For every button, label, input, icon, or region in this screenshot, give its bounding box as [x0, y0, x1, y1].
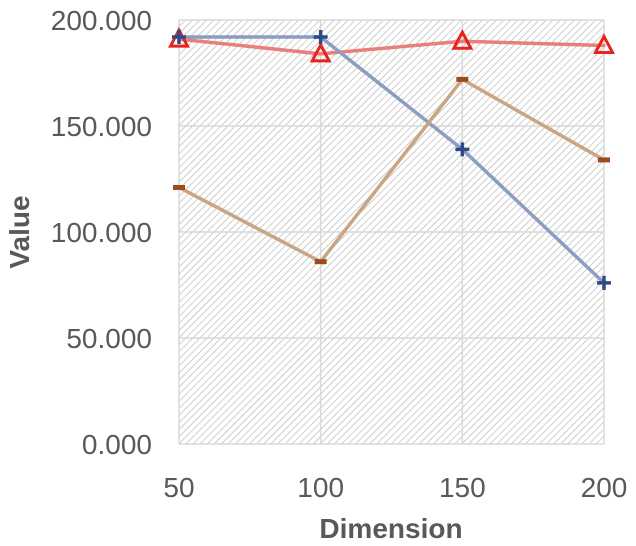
x-axis-title: Dimension: [319, 513, 462, 544]
y-tick-label: 0.000: [82, 429, 152, 460]
y-tick-label: 150.000: [51, 111, 152, 142]
y-tick-label: 50.000: [66, 323, 152, 354]
series-blue-plus: [172, 29, 611, 290]
series-brown-dash-point: [314, 259, 327, 265]
series-blue-plus-point: [172, 29, 186, 44]
series-brown-dash-point: [598, 157, 610, 163]
series-red-triangle-point: [593, 33, 615, 54]
y-tick-label: 200.000: [51, 5, 152, 36]
x-tick-label: 50: [163, 472, 194, 503]
x-tick-label: 100: [297, 472, 344, 503]
gridlines: [178, 19, 605, 445]
series-blue-plus-line: [177, 35, 606, 285]
x-tick-label: 200: [581, 472, 628, 503]
series-brown-dash-point: [173, 184, 185, 190]
series-blue-plus-point: [597, 275, 611, 290]
series-blue-plus-point: [313, 29, 328, 44]
series-brown-dash-line: [177, 77, 606, 264]
series-red-triangle-point: [451, 29, 474, 50]
y-axis-title: Value: [4, 195, 35, 268]
series-red-triangle-point: [309, 41, 332, 63]
x-tick-label: 150: [439, 472, 486, 503]
series-blue-plus-point: [455, 142, 470, 157]
series-group: [168, 26, 615, 290]
series-red-triangle-line: [177, 37, 606, 56]
y-tick-label: 100.000: [51, 217, 152, 248]
series-brown-dash-point: [456, 76, 469, 82]
series-brown-dash: [173, 76, 610, 265]
tick-labels: 0.000 50.000 100.000 150.000 200.000 50 100 150…: [51, 5, 628, 503]
